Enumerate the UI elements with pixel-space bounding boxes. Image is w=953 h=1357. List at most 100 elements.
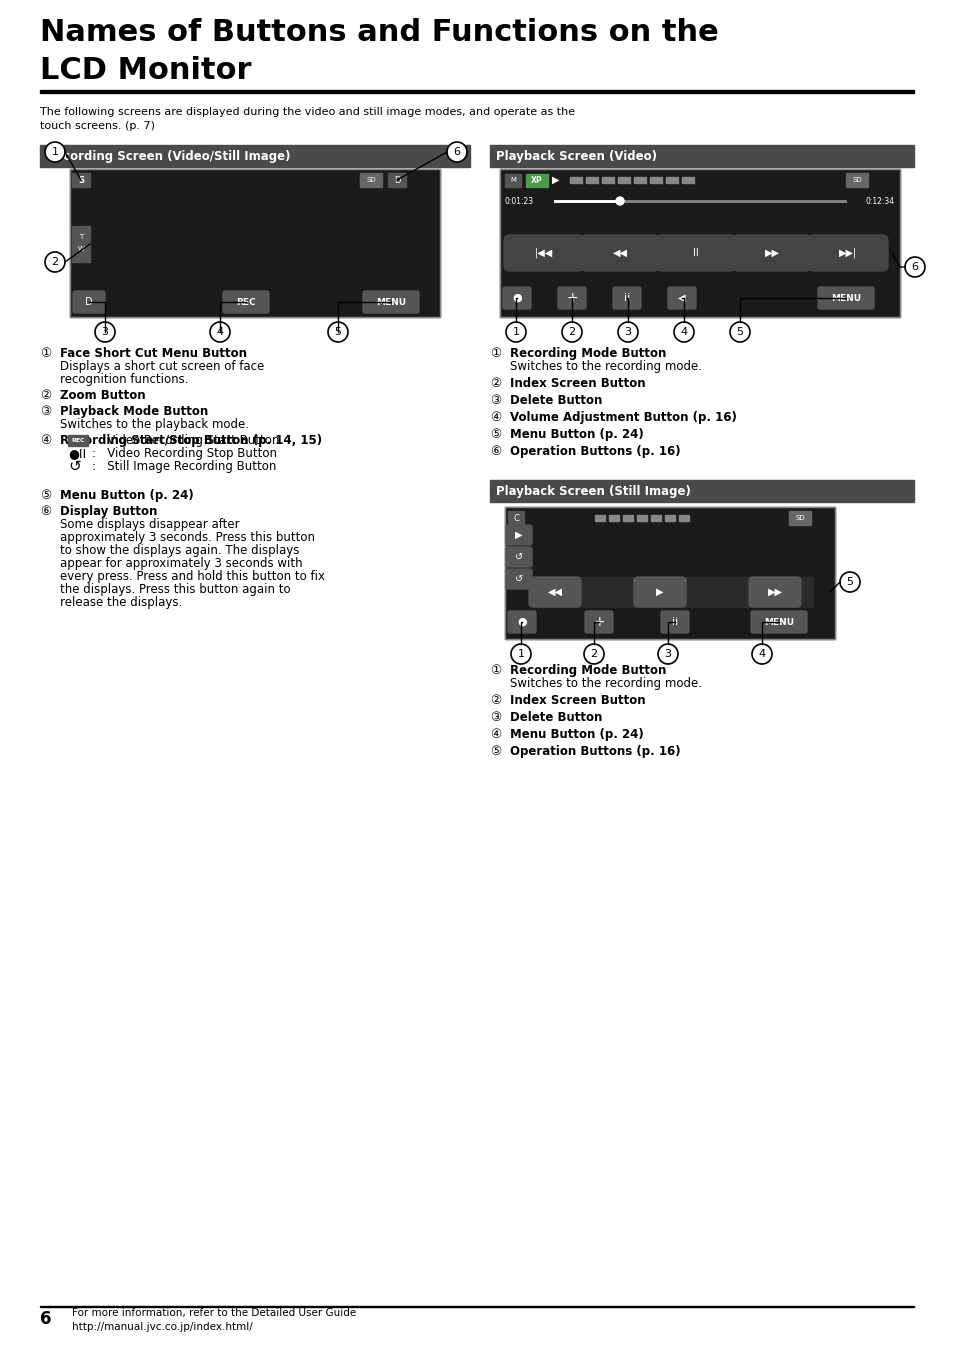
Bar [40, 145, 470, 167]
FancyBboxPatch shape [505, 547, 532, 567]
Circle shape [561, 322, 581, 342]
Text: Menu Button (p. 24): Menu Button (p. 24) [60, 489, 193, 502]
Bar [845, 172, 867, 187]
Bar [388, 172, 406, 187]
Text: ▶: ▶ [515, 531, 522, 540]
Text: ●: ● [517, 617, 526, 627]
Text: Displays a short cut screen of face: Displays a short cut screen of face [60, 360, 264, 373]
Bar [595, 516, 604, 521]
Bar [499, 170, 899, 318]
Text: ⑤: ⑤ [40, 489, 51, 502]
Text: 5: 5 [335, 327, 341, 337]
Text: ↺: ↺ [515, 552, 522, 562]
Bar [664, 516, 675, 521]
Circle shape [505, 322, 525, 342]
Text: Operation Buttons (p. 16): Operation Buttons (p. 16) [510, 445, 679, 459]
Text: +: + [593, 615, 604, 630]
Text: 4: 4 [758, 649, 764, 660]
Text: ⑥: ⑥ [40, 505, 51, 518]
Text: Playback Screen (Video): Playback Screen (Video) [496, 149, 657, 163]
Text: 0:01:23: 0:01:23 [504, 197, 534, 205]
Text: ②: ② [490, 377, 500, 389]
Text: 3: 3 [101, 327, 109, 337]
Circle shape [328, 322, 348, 342]
Text: every press. Press and hold this button to fix: every press. Press and hold this button … [60, 570, 325, 584]
Text: ③: ③ [40, 404, 51, 418]
Text: ③: ③ [490, 394, 500, 407]
FancyBboxPatch shape [529, 577, 580, 607]
Text: MENU: MENU [763, 617, 793, 627]
Bar [504, 508, 834, 639]
Text: 4: 4 [679, 327, 687, 337]
Text: 5: 5 [736, 327, 742, 337]
FancyBboxPatch shape [656, 235, 735, 271]
Bar [608, 516, 618, 521]
Text: D: D [394, 175, 400, 185]
Bar [490, 145, 913, 167]
Text: 3: 3 [624, 327, 631, 337]
Text: ①: ① [490, 347, 500, 360]
FancyBboxPatch shape [667, 286, 696, 309]
Text: ▶▶|: ▶▶| [838, 248, 856, 258]
Text: ii: ii [623, 293, 630, 303]
FancyBboxPatch shape [817, 286, 873, 309]
Text: ◀◀: ◀◀ [547, 588, 562, 597]
Bar [71, 172, 90, 187]
Bar [499, 170, 899, 318]
Circle shape [658, 645, 678, 664]
Text: 1: 1 [517, 649, 524, 660]
Text: XP: XP [531, 175, 542, 185]
Text: ④: ④ [490, 727, 500, 741]
Text: Playback Mode Button: Playback Mode Button [60, 404, 208, 418]
Text: The following screens are displayed during the video and still image modes, and : The following screens are displayed duri… [40, 107, 575, 117]
Text: SD: SD [366, 176, 375, 183]
Text: Index Screen Button: Index Screen Button [510, 377, 645, 389]
Text: 2: 2 [568, 327, 575, 337]
FancyBboxPatch shape [584, 611, 613, 632]
Text: W: W [77, 246, 85, 252]
Text: Index Screen Button: Index Screen Button [510, 693, 645, 707]
Text: II: II [693, 248, 699, 258]
Bar [679, 516, 688, 521]
Text: C: C [513, 513, 518, 522]
Text: ↺: ↺ [68, 459, 81, 474]
Text: Switches to the playback mode.: Switches to the playback mode. [60, 418, 249, 432]
Text: release the displays.: release the displays. [60, 596, 182, 609]
Bar [788, 512, 810, 525]
Circle shape [616, 197, 623, 205]
FancyBboxPatch shape [731, 235, 811, 271]
Text: ③: ③ [490, 711, 500, 725]
Text: SD: SD [851, 176, 861, 183]
Text: Recording Screen (Video/Still Image): Recording Screen (Video/Still Image) [46, 149, 291, 163]
Text: approximately 3 seconds. Press this button: approximately 3 seconds. Press this butt… [60, 531, 314, 544]
Text: M: M [510, 176, 516, 183]
Circle shape [95, 322, 115, 342]
Text: S: S [78, 175, 84, 185]
Bar [601, 176, 614, 183]
Circle shape [618, 322, 638, 342]
Text: 2: 2 [590, 649, 597, 660]
Text: Playback Screen (Still Image): Playback Screen (Still Image) [496, 484, 690, 498]
Text: ②: ② [40, 389, 51, 402]
Bar [634, 176, 645, 183]
Text: ②: ② [490, 693, 500, 707]
Text: REC: REC [71, 438, 85, 442]
Text: ▶: ▶ [552, 175, 558, 185]
Bar [490, 480, 913, 502]
Text: :   Video Recording Start Button: : Video Recording Start Button [91, 434, 279, 446]
Circle shape [840, 573, 859, 592]
Text: 6: 6 [453, 147, 460, 157]
Bar [622, 516, 633, 521]
Text: SD: SD [795, 516, 804, 521]
FancyBboxPatch shape [558, 286, 585, 309]
Text: ii: ii [671, 617, 678, 627]
Bar [507, 512, 523, 525]
Circle shape [751, 645, 771, 664]
Text: Display Button: Display Button [60, 505, 157, 518]
FancyBboxPatch shape [73, 290, 105, 313]
Bar [71, 227, 90, 262]
FancyBboxPatch shape [502, 286, 531, 309]
Bar [637, 516, 646, 521]
Text: Switches to the recording mode.: Switches to the recording mode. [510, 360, 701, 373]
FancyBboxPatch shape [579, 235, 659, 271]
